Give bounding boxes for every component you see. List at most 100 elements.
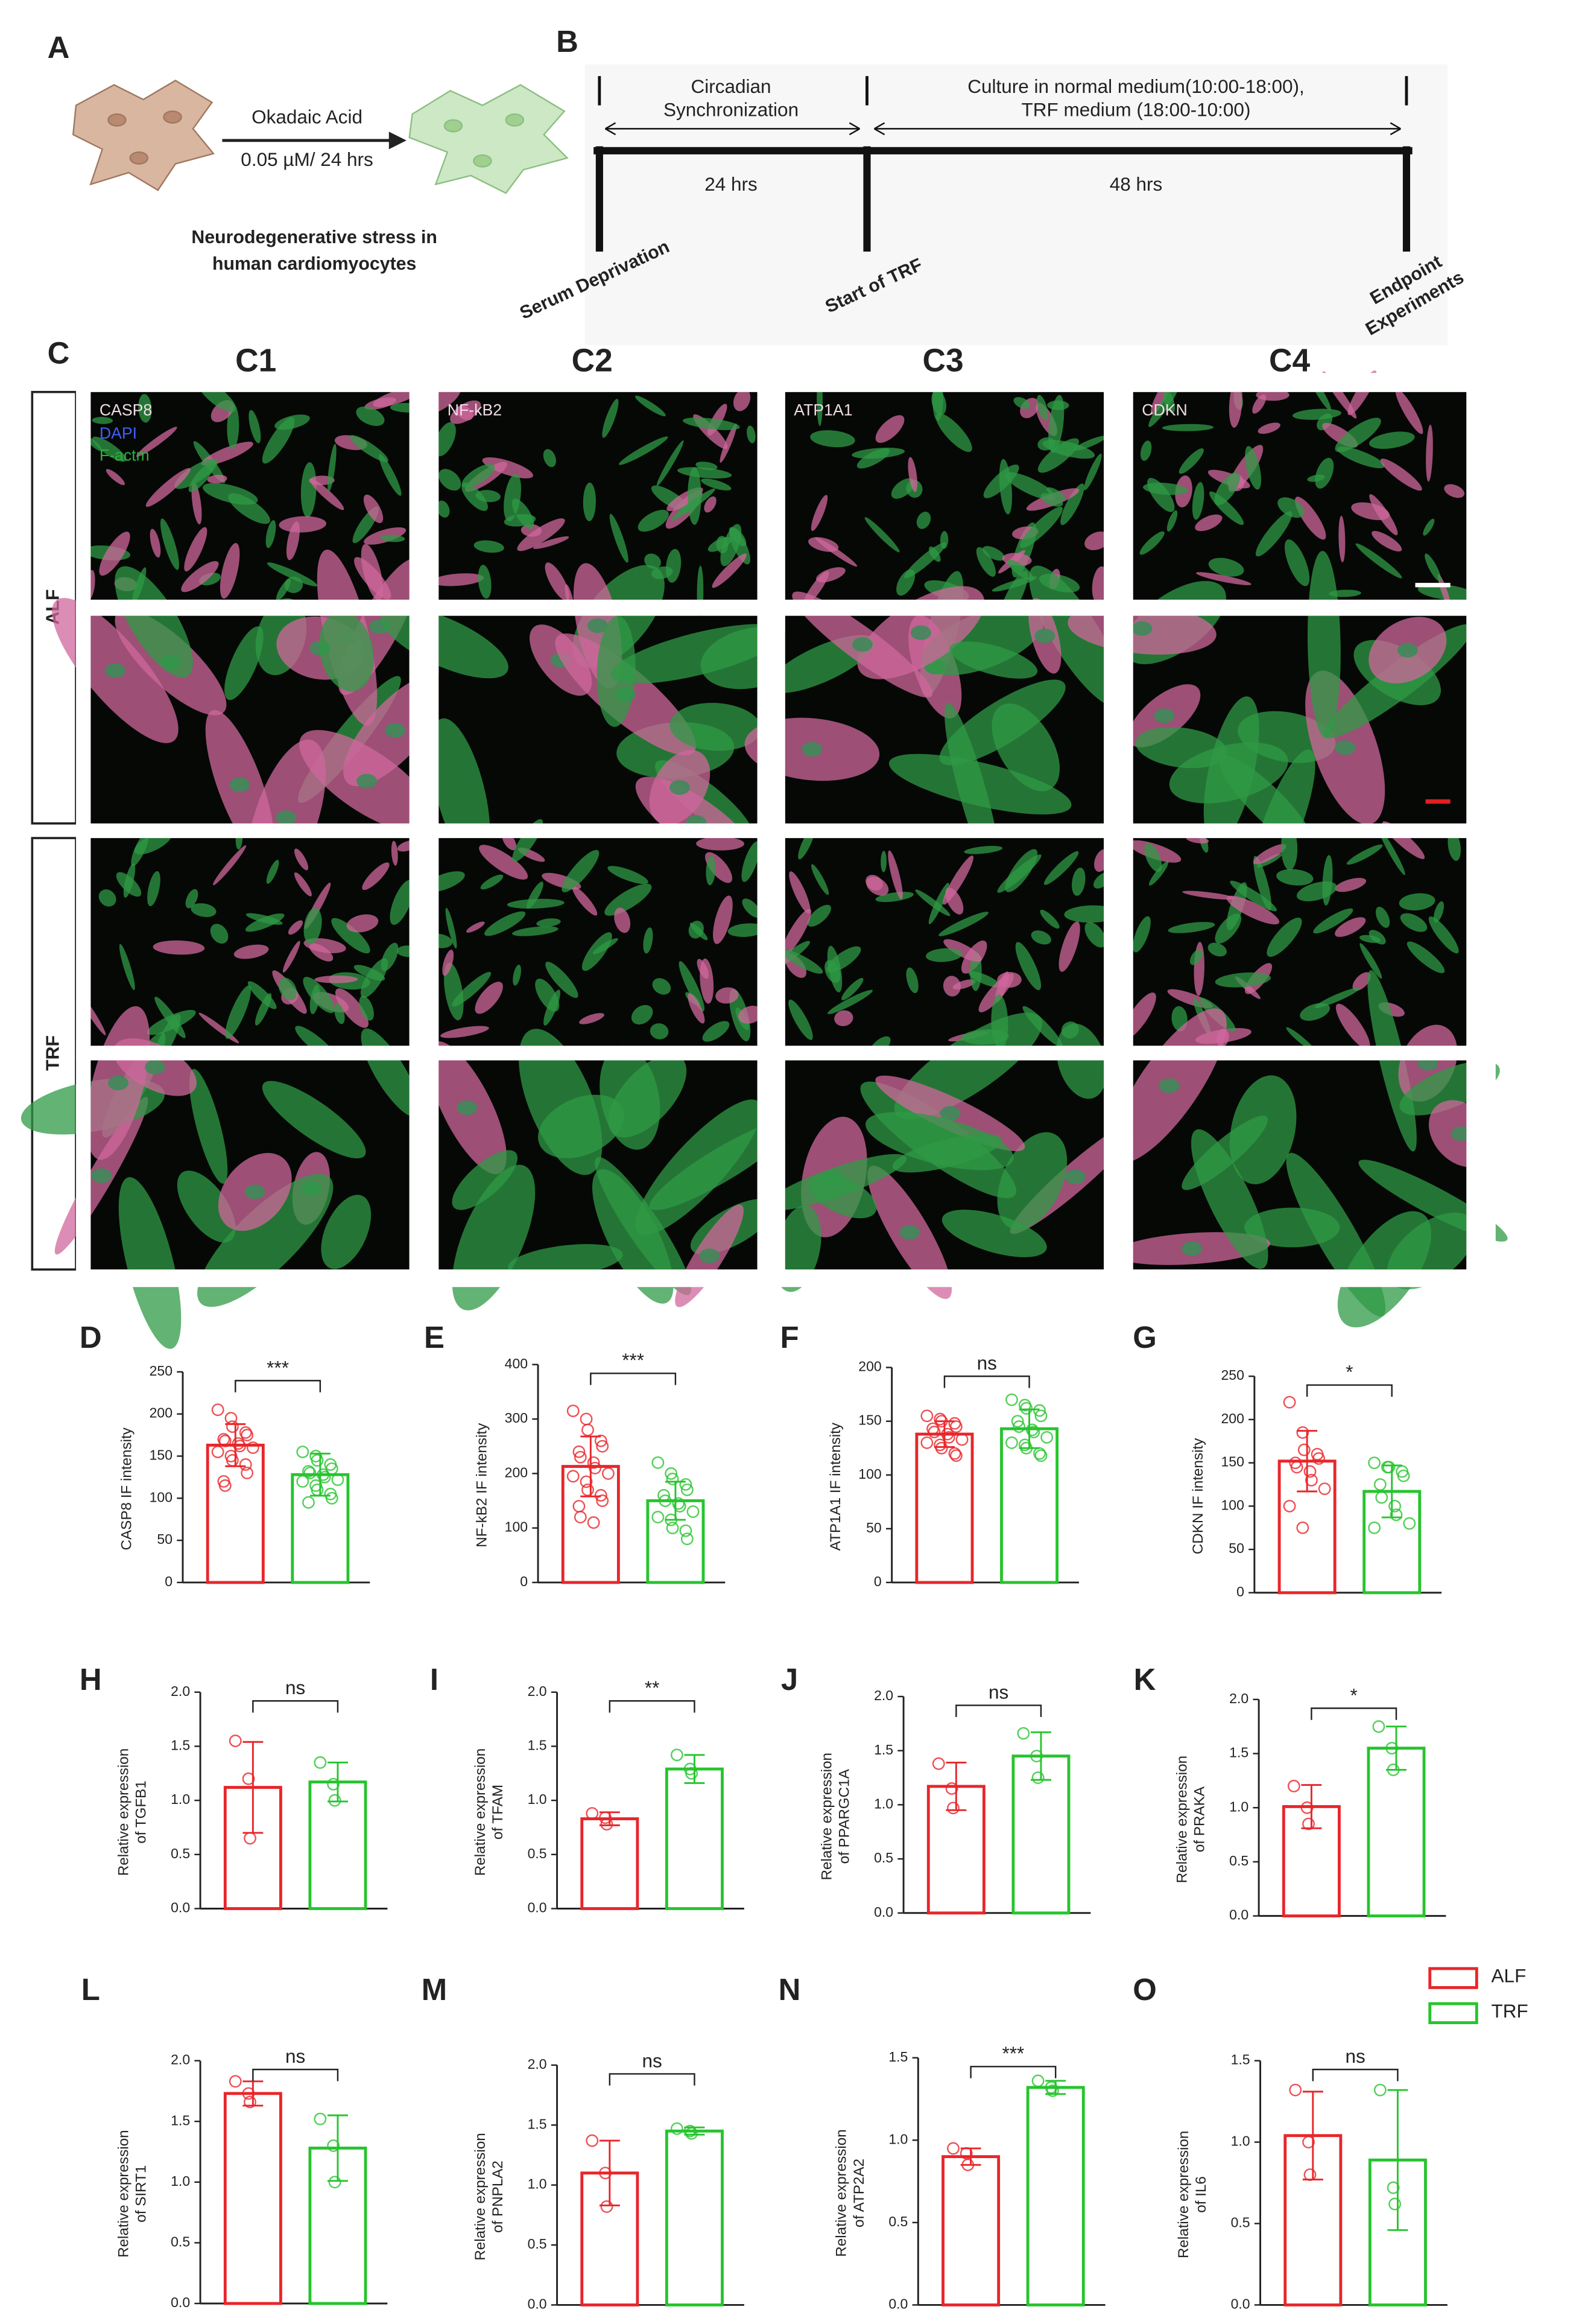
y-tick-label: 2.0	[874, 1687, 893, 1703]
cell	[827, 989, 873, 1014]
cell	[513, 964, 521, 986]
cell	[300, 462, 317, 518]
significance-bracket	[1312, 2068, 1399, 2081]
panel-letter: G	[1133, 1320, 1157, 1354]
duration: 48 hrs	[1110, 173, 1163, 195]
cell	[579, 1013, 605, 1024]
cell	[1004, 472, 1056, 501]
duration: 24 hrs	[704, 173, 758, 195]
y-tick-label: 300	[505, 1410, 528, 1426]
cell	[1292, 408, 1341, 420]
cell	[319, 611, 374, 692]
cell	[282, 941, 300, 973]
y-tick-label: 1.5	[1229, 1745, 1248, 1760]
nucleus	[852, 637, 873, 652]
panel-letter: C	[48, 336, 70, 370]
cell	[442, 950, 454, 976]
cell	[1423, 518, 1435, 536]
data-point	[580, 1475, 593, 1488]
data-point	[325, 1491, 338, 1505]
data-point	[1011, 1415, 1024, 1428]
cell	[715, 987, 739, 1004]
timeline-bg	[584, 64, 1448, 346]
data-point	[242, 1772, 255, 1785]
cell	[1209, 491, 1244, 525]
data-point	[226, 1420, 239, 1433]
data-point	[594, 1434, 607, 1447]
cell	[997, 854, 1042, 893]
panel-letter: B	[556, 24, 578, 59]
cell	[438, 469, 461, 491]
y-axis-label: Relative expression	[834, 2129, 850, 2256]
cell	[1352, 972, 1371, 991]
cell	[997, 972, 1022, 988]
data-point	[224, 1412, 238, 1425]
y-tick-label: 200	[505, 1464, 528, 1480]
data-point	[679, 1478, 692, 1491]
y-tick-label: 1.0	[1231, 2133, 1250, 2149]
data-point	[961, 2158, 975, 2171]
data-point	[1303, 1465, 1317, 1478]
panel-letter: L	[81, 1972, 100, 2007]
cell	[1395, 389, 1423, 434]
cell	[434, 422, 456, 457]
data-point	[311, 1454, 324, 1467]
y-tick-label: 0.5	[171, 1846, 190, 1861]
cell	[1060, 483, 1084, 525]
cell	[921, 606, 1044, 676]
cell	[328, 443, 337, 492]
cell	[512, 926, 559, 936]
cell	[1140, 440, 1152, 461]
cell	[303, 908, 322, 945]
cell	[1072, 868, 1086, 896]
phase-label: Synchronization	[663, 99, 799, 121]
data-point	[949, 1449, 963, 1462]
cell	[138, 394, 152, 423]
cell	[1179, 448, 1204, 474]
cell	[704, 496, 717, 513]
panel-letter: I	[430, 1662, 438, 1697]
nucleus	[699, 1248, 720, 1263]
cell	[631, 1005, 653, 1025]
cell	[184, 527, 207, 572]
data-point	[1031, 2074, 1045, 2087]
column-label: C2	[572, 343, 613, 378]
cell	[1040, 493, 1063, 507]
cell	[1315, 457, 1334, 489]
cell	[1230, 880, 1277, 912]
y-axis-label: ATP1A1 IF intensity	[827, 1422, 844, 1551]
panel-letter: K	[1134, 1662, 1156, 1697]
cell	[359, 995, 374, 1021]
cell	[1139, 531, 1165, 555]
y-axis-label: NF-kB2 IF intensity	[473, 1423, 490, 1548]
y-tick-label: 0.0	[171, 1900, 190, 1916]
significance-bracket	[970, 2066, 1057, 2078]
cell	[478, 565, 492, 599]
nucleus	[1154, 708, 1175, 723]
cell	[938, 912, 989, 936]
cell	[153, 940, 205, 955]
data-point	[302, 1465, 315, 1478]
significance: ns	[977, 1352, 997, 1374]
significance: **	[645, 1677, 660, 1698]
y-tick-label: 0.0	[528, 1900, 547, 1916]
y-tick-label: 0.0	[888, 2296, 908, 2311]
cell	[1399, 893, 1435, 911]
cell	[875, 415, 905, 443]
y-tick-label: 0.5	[888, 2214, 908, 2229]
cell	[262, 1081, 366, 1158]
cell	[811, 495, 828, 532]
y-tick-label: 0.0	[874, 1904, 893, 1920]
data-point	[920, 1436, 934, 1449]
data-point	[218, 1434, 232, 1447]
cell	[780, 949, 823, 974]
cell	[379, 454, 402, 496]
cell	[511, 498, 534, 529]
y-axis-label: Relative expression	[818, 1753, 835, 1880]
significance-bracket	[955, 1704, 1042, 1717]
bar	[665, 1767, 724, 1910]
bar-chart: N 0.0 0.5 1.0 1.5 Relative expression of ATP2A…	[779, 1972, 1106, 2311]
cell	[191, 903, 217, 917]
cell	[1355, 543, 1402, 579]
data-point	[233, 1440, 246, 1453]
